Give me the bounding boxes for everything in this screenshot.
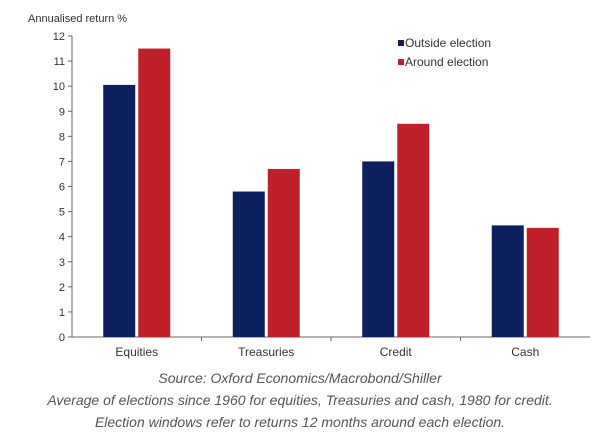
bar-equities-outside-election (103, 84, 136, 337)
x-tick-label: Treasuries (238, 345, 294, 359)
y-tick-label: 5 (59, 207, 65, 219)
legend-swatch (398, 40, 404, 46)
bar-cash-outside-election (491, 225, 524, 337)
x-tick-label: Credit (380, 345, 413, 359)
y-tick-label: 4 (59, 232, 65, 244)
y-tick-label: 8 (59, 131, 65, 143)
y-tick-label: 9 (59, 106, 65, 118)
note-caption-1: Average of elections since 1960 for equi… (47, 392, 553, 408)
source-caption: Source: Oxford Economics/Macrobond/Shill… (158, 370, 442, 386)
legend-label: Outside election (405, 36, 491, 50)
x-tick-label: Equities (115, 345, 158, 359)
legend: Outside election Around election (398, 36, 491, 69)
x-tick-label: Cash (511, 345, 539, 359)
y-tick-label: 10 (53, 81, 65, 93)
y-tick-label: 1 (59, 307, 65, 319)
legend-swatch (398, 59, 404, 65)
bar-credit-outside-election (362, 161, 395, 337)
y-tick-label: 7 (59, 156, 65, 168)
y-axis-label: Annualised return % (28, 13, 127, 25)
y-tick-label: 3 (59, 257, 65, 269)
y-tick-label: 0 (59, 332, 65, 344)
bar-treasuries-outside-election (232, 191, 265, 337)
bar-equities-around-election (138, 48, 171, 338)
y-tick-label: 6 (59, 182, 65, 194)
legend-label: Around election (405, 55, 488, 69)
y-tick-label: 2 (59, 282, 65, 294)
bar-credit-around-election (397, 123, 430, 338)
note-caption-2: Election windows refer to returns 12 mon… (94, 414, 506, 430)
bar-chart: Annualised return % 0123456789101112Equi… (28, 13, 590, 359)
bar-treasuries-around-election (267, 168, 300, 337)
bar-cash-around-election (526, 227, 559, 337)
y-tick-label: 11 (54, 56, 65, 68)
y-tick-label: 12 (53, 31, 65, 43)
bars (103, 48, 559, 338)
